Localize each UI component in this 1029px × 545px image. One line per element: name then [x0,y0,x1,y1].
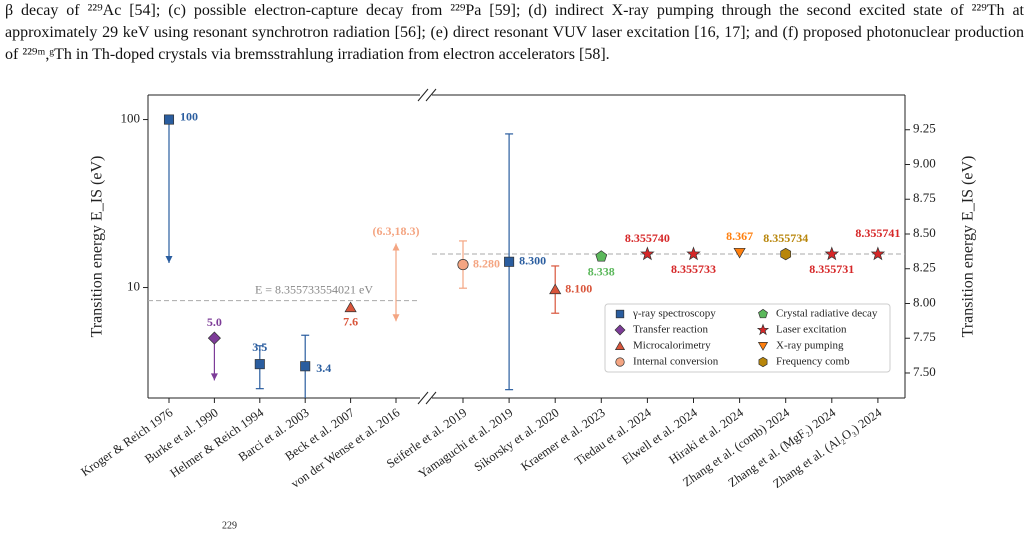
data-label: 8.355741 [855,226,900,240]
marker [504,256,515,267]
data-label: 8.100 [565,281,592,295]
marker [254,359,265,370]
data-label: 8.355731 [809,262,854,276]
legend-label: Frequency comb [776,356,850,368]
y-tick-label: 9.25 [913,121,936,136]
marker [163,114,175,125]
y-axis-label: Transition energy E_IS (eV) [960,156,977,338]
y-tick-label: 8.00 [913,294,936,309]
marker [824,246,840,261]
marker [733,247,746,259]
y-tick-label: 9.00 [913,155,936,170]
legend-marker [615,309,625,319]
arrow-head [165,255,173,263]
data-label: 8.338 [588,264,615,278]
caption-fragment: 229 [222,520,237,531]
x-tick-label: Kraemer et al. 2023 [518,405,607,473]
legend-label: Internal conversion [633,356,719,368]
marker [780,247,792,261]
marker [344,301,357,313]
data-label: 5.0 [207,315,222,329]
legend-marker [615,357,625,367]
arrow-head [392,243,400,251]
data-label: 8.280 [473,256,500,270]
marker [595,250,608,262]
data-label: 3.4 [316,361,331,375]
axis-break [417,88,429,102]
legend-marker [614,324,626,336]
y-tick-label: 8.50 [913,225,936,240]
plot-area [148,114,420,398]
y-tick-label: 7.75 [913,329,936,344]
legend-label: Transfer reaction [633,324,709,336]
marker [207,331,221,345]
y-axis-label: Transition energy E_IS (eV) [89,156,106,338]
marker [549,283,562,295]
legend-label: Crystal radiative decay [776,308,878,320]
legend-label: Laser excitation [776,324,847,336]
plot-area [432,133,905,391]
data-label: 8.300 [519,254,546,268]
axis-break [417,391,429,405]
data-label: 8.355740 [625,231,670,245]
data-label: 100 [180,109,198,123]
axis-break [425,391,437,405]
arrow-head [392,314,400,322]
marker [870,246,886,261]
marker [457,258,469,271]
marker [640,246,655,261]
y-tick-label: 8.75 [913,190,936,205]
axis-break [425,88,437,102]
legend-box [604,303,891,373]
legend-marker [756,323,770,336]
y-tick-label: 8.25 [913,260,936,275]
legend-label: γ-ray spectroscopy [632,308,716,320]
reference-label: E = 8.355733554021 eV [255,282,373,296]
marker [686,246,701,261]
data-label: 8.367 [726,229,753,243]
data-label: (6.3,18.3) [373,224,420,238]
x-tick-label: Tiedau et al. 2024 [572,405,654,468]
y-tick-label: 7.50 [913,364,936,379]
data-label: 7.6 [343,314,358,328]
arrow-head [210,373,218,381]
data-label: 8.355733 [671,262,716,276]
y-tick-label: 100 [121,111,141,126]
y-tick-label: 10 [127,279,140,294]
legend-label: X-ray pumping [776,340,844,352]
x-tick-label: Sikorsky et al. 2020 [472,405,562,474]
legend-marker [758,308,768,319]
data-label: 8.355734 [763,231,808,245]
data-label: 3.5 [252,340,267,354]
paragraph: β decay of ²²⁹Ac [54]; (c) possible elec… [5,2,1024,63]
legend-label: Microcalorimetry [633,340,711,352]
marker [300,361,311,372]
legend-marker [758,356,768,368]
legend-marker [757,342,769,351]
legend-marker [614,341,626,350]
